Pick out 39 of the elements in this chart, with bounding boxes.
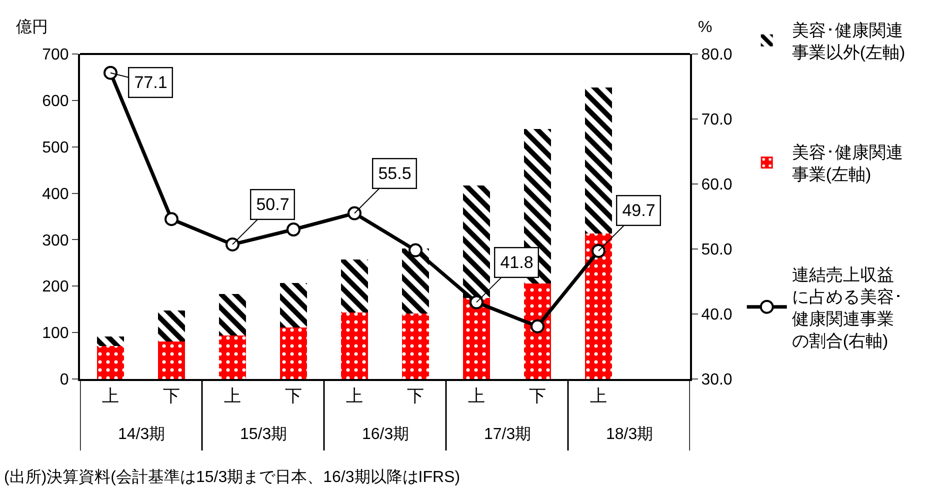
data-label: 50.7 xyxy=(256,195,290,214)
text: 18/3期 xyxy=(606,425,654,443)
y-axis-title: 億円 xyxy=(16,18,48,36)
x-tick-label: 上 xyxy=(224,386,241,406)
x-tick-label: 下 xyxy=(163,386,180,406)
y-tick-label: 700 xyxy=(42,46,69,64)
x-tick-label: 上 xyxy=(102,386,119,406)
y2-tick-label: 40.0 xyxy=(701,306,732,324)
y-tick-label: 300 xyxy=(42,232,69,250)
y-tick-label: 200 xyxy=(42,278,69,296)
x-tick-label: 下 xyxy=(407,386,424,406)
data-label: 55.5 xyxy=(378,164,412,184)
text: 16/3期 xyxy=(362,425,410,443)
x-tick-label: 上 xyxy=(468,386,485,406)
data-label: 77.1 xyxy=(134,73,168,92)
y-tick-label: 0 xyxy=(60,372,69,389)
text: 美容･健康関連事業(左軸) xyxy=(792,143,903,184)
y-tick-label: 600 xyxy=(42,93,69,110)
y2-tick-label: 30.0 xyxy=(701,372,732,389)
x-tick-label: 下 xyxy=(529,386,546,406)
y-tick-label: 400 xyxy=(42,186,69,203)
text: 17/3期 xyxy=(484,425,532,443)
y2-tick-label: 70.0 xyxy=(701,112,732,129)
text: (出所)決算資料(会計基準は15/3期まで日本、16/3期以降はIFRS) xyxy=(4,468,460,486)
data-label: 49.7 xyxy=(622,201,656,220)
y-tick-label: 500 xyxy=(42,139,69,156)
y-tick-label: 100 xyxy=(42,325,69,342)
x-tick-label: 下 xyxy=(285,386,302,406)
text: 14/3期 xyxy=(118,425,166,443)
data-label: 41.8 xyxy=(500,253,534,272)
legend-label: 連結売上収益に占める美容･健康関連事業の割合(右軸) xyxy=(792,265,903,351)
text: 15/3期 xyxy=(240,425,288,443)
text: 美容･健康関連事業以外(左軸) xyxy=(792,20,906,62)
x-tick-label: 上 xyxy=(346,386,363,406)
y2-tick-label: 60.0 xyxy=(701,176,732,194)
y2-axis-title: % xyxy=(698,19,712,36)
y2-tick-label: 80.0 xyxy=(701,46,732,64)
y2-tick-label: 50.0 xyxy=(701,242,732,259)
x-tick-label: 上 xyxy=(590,386,607,406)
